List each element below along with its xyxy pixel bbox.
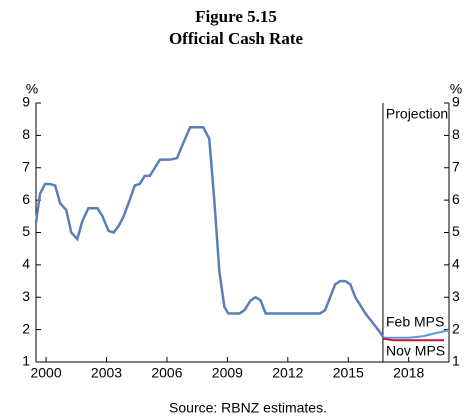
y-tick-label: 9	[22, 94, 30, 110]
y-tick-label: 2	[22, 320, 30, 336]
y-tick-label: 4	[22, 256, 30, 272]
x-tick-label: 2003	[91, 365, 122, 381]
chart-title: Figure 5.15	[195, 7, 277, 26]
y2-tick-label: 8	[452, 126, 460, 142]
series-line	[383, 337, 444, 342]
projection-label: Projection	[386, 106, 448, 122]
y2-tick-label: 6	[452, 191, 460, 207]
y-tick-label: 6	[22, 191, 30, 207]
x-tick-label: 2000	[30, 365, 61, 381]
y2-tick-label: 7	[452, 158, 460, 174]
legend-label: Nov MPS	[386, 343, 445, 359]
x-tick-label: 2009	[212, 365, 243, 381]
y2-unit: %	[450, 81, 462, 97]
legend-label: Feb MPS	[386, 314, 444, 330]
y-tick-label: 3	[22, 288, 30, 304]
y-tick-label: 1	[22, 353, 30, 369]
x-tick-label: 2018	[393, 365, 424, 381]
series-line	[34, 126, 385, 339]
y-tick-label: 5	[22, 223, 30, 239]
y2-tick-label: 2	[452, 320, 460, 336]
y-tick-label: 8	[22, 126, 30, 142]
y-unit: %	[26, 81, 38, 97]
y2-tick-label: 5	[452, 223, 460, 239]
chart-subtitle: Official Cash Rate	[169, 29, 304, 48]
y2-tick-label: 1	[452, 353, 460, 369]
series-line	[383, 329, 450, 339]
x-tick-label: 2015	[333, 365, 364, 381]
y2-tick-label: 9	[452, 94, 460, 110]
y2-tick-label: 3	[452, 288, 460, 304]
x-tick-label: 2006	[151, 365, 182, 381]
y-tick-label: 7	[22, 158, 30, 174]
x-tick-label: 2012	[272, 365, 303, 381]
y2-tick-label: 4	[452, 256, 460, 272]
source: Source: RBNZ estimates.	[169, 400, 327, 416]
